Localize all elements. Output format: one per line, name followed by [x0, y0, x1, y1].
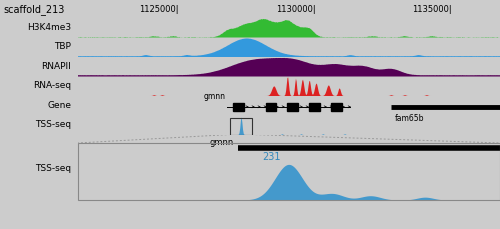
Text: Gene: Gene: [48, 101, 72, 110]
Text: 1125000|: 1125000|: [140, 5, 179, 14]
Text: fam65b: fam65b: [395, 114, 424, 123]
Bar: [288, 103, 298, 111]
Bar: [266, 103, 276, 111]
Text: TSS-seq: TSS-seq: [35, 120, 72, 129]
Text: gmnn: gmnn: [210, 138, 234, 147]
Bar: [78, 143, 500, 200]
Text: TBP: TBP: [54, 42, 72, 51]
Bar: [309, 103, 320, 111]
Bar: [230, 118, 252, 134]
Text: H3K4me3: H3K4me3: [27, 23, 72, 32]
Text: 1135000|: 1135000|: [412, 5, 452, 14]
Bar: [331, 103, 342, 111]
Text: RNA-seq: RNA-seq: [33, 81, 72, 90]
Text: TSS-seq: TSS-seq: [35, 164, 72, 173]
Text: gmnn: gmnn: [204, 92, 226, 101]
Text: 1130000|: 1130000|: [276, 5, 316, 14]
Text: RNAPII: RNAPII: [42, 62, 72, 71]
Text: 231: 231: [262, 152, 280, 161]
Text: scaffold_213: scaffold_213: [4, 4, 65, 15]
Bar: [233, 103, 244, 111]
